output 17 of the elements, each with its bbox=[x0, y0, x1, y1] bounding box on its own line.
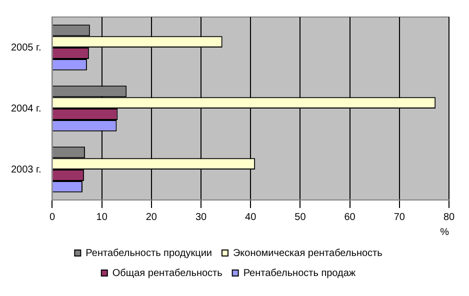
legend-label: Рентабельность продаж bbox=[243, 268, 356, 279]
x-tick-label: 60 bbox=[344, 212, 356, 223]
x-tick-label: 10 bbox=[96, 212, 108, 223]
legend-label: Общая рентабельность bbox=[112, 268, 222, 279]
x-tick-label: 70 bbox=[394, 212, 406, 223]
y-tick-label: 2004 г. bbox=[10, 103, 42, 114]
y-tick-label: 2005 г. bbox=[10, 42, 42, 54]
legend-label: Экономическая рентабельность bbox=[232, 248, 382, 259]
x-tick-label: 20 bbox=[146, 212, 158, 223]
x-tick-label: 80 bbox=[443, 212, 455, 223]
x-tick-label: 30 bbox=[195, 212, 208, 223]
legend-label: Рентабельность продукции bbox=[86, 248, 212, 259]
y-tick-label: 2003 г. bbox=[10, 164, 42, 176]
x-tick-label: 50 bbox=[294, 212, 306, 223]
x-axis-title: % bbox=[440, 226, 450, 238]
x-tick-label: 0 bbox=[49, 212, 56, 223]
x-tick-label: 40 bbox=[245, 212, 257, 223]
